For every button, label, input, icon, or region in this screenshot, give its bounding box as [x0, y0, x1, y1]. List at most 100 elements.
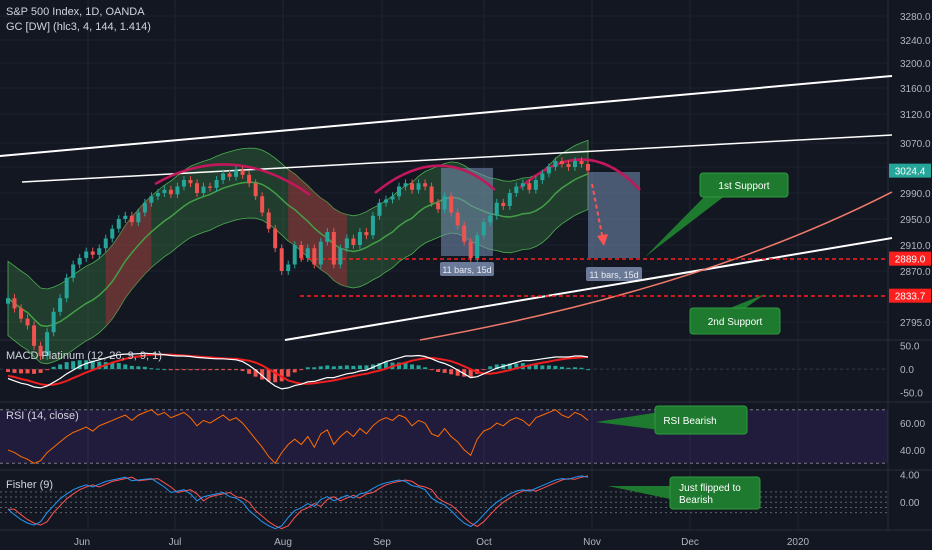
- macd-hist-bar: [383, 362, 388, 370]
- macd-hist-bar: [123, 364, 128, 370]
- macd-tick-label: 50.0: [900, 342, 920, 353]
- candle-body: [188, 180, 193, 184]
- price-tick-label: 3070.0: [900, 139, 931, 150]
- candle-body: [64, 277, 69, 299]
- upper-trendline: [0, 75, 893, 157]
- price-tag-label: 2833.7: [895, 292, 926, 303]
- candle-body: [468, 241, 473, 258]
- fisher-callout-label: Just flipped to: [679, 483, 741, 494]
- macd-hist-bar: [416, 365, 421, 370]
- macd-hist-bar: [377, 363, 382, 370]
- support-callout-box: [689, 307, 781, 335]
- rsi-tick-label: 60.00: [900, 419, 925, 430]
- candle-body: [312, 248, 317, 265]
- macd-hist-bar: [514, 363, 519, 370]
- fisher-tick-label: 4.00: [900, 470, 920, 481]
- macd-hist-bar: [32, 369, 37, 374]
- bars-label-bg: [440, 262, 494, 276]
- candle-body: [299, 245, 304, 258]
- candle-body: [553, 161, 558, 167]
- curved-support-line: [419, 191, 893, 341]
- macd-hist-bar: [279, 369, 284, 382]
- macd-hist-bar: [19, 369, 24, 374]
- macd-hist-bar: [51, 366, 56, 370]
- candle-body: [325, 232, 330, 242]
- macd-hist-bar: [299, 369, 304, 371]
- candle-body: [58, 298, 63, 312]
- projection-arrow: [591, 183, 604, 241]
- price-tick-label: 3160.0: [900, 84, 931, 95]
- macd-hist-bar: [273, 369, 278, 383]
- macd-hist-bar: [318, 366, 323, 370]
- candle-body: [507, 193, 512, 206]
- candle-body: [527, 183, 532, 190]
- lower-trendline: [284, 237, 893, 341]
- candle-body: [520, 183, 525, 187]
- macd-hist-bar: [507, 363, 512, 370]
- candle-body: [129, 215, 134, 223]
- candle-body: [423, 183, 428, 187]
- macd-hist-bar: [136, 366, 141, 370]
- macd-hist-bar: [97, 361, 102, 370]
- macd-hist-bar: [468, 369, 473, 378]
- support-callout-box: [699, 172, 789, 198]
- time-axis-label: Oct: [476, 537, 492, 548]
- candle-body: [110, 228, 115, 239]
- candle-body: [416, 183, 421, 190]
- fisher-label: Fisher (9): [6, 479, 54, 491]
- rsi-band: [0, 409, 888, 464]
- projection-arrow-head: [597, 234, 608, 246]
- candle-body: [579, 161, 584, 164]
- macd-hist-bar: [201, 369, 206, 371]
- candle-body: [292, 245, 297, 265]
- macd-hist-bar: [442, 369, 447, 373]
- candle-body: [253, 183, 258, 197]
- macd-hist-bar: [266, 369, 271, 382]
- macd-hist-bar: [331, 366, 336, 370]
- candle-body: [181, 180, 186, 187]
- price-tick-label: 3120.0: [900, 110, 931, 121]
- fisher-callout-label: Bearish: [679, 495, 713, 506]
- macd-hist-bar: [286, 369, 291, 377]
- candle-body: [45, 332, 50, 356]
- macd-hist-bar: [247, 369, 252, 374]
- candle-body: [279, 248, 284, 271]
- price-tick-label: 3240.0: [900, 36, 931, 47]
- macd-hist-bar: [312, 367, 317, 370]
- macd-hist-bar: [64, 362, 69, 370]
- candle-body: [201, 186, 206, 193]
- macd-hist-bar: [25, 369, 30, 374]
- candle-body: [488, 215, 493, 223]
- candle-body: [546, 167, 551, 174]
- candle-body: [540, 173, 545, 180]
- candle-body: [462, 225, 467, 242]
- price-tag-label: 3024.4: [895, 167, 926, 178]
- macd-hist-bar: [351, 365, 356, 370]
- candle-body: [442, 196, 447, 210]
- time-axis-label: 2020: [787, 537, 810, 548]
- bars-label: 11 bars, 15d: [442, 265, 491, 275]
- candle-body: [410, 183, 415, 190]
- macd-hist-bar: [429, 369, 434, 371]
- candle-body: [449, 196, 454, 213]
- macd-hist-bar: [12, 369, 17, 373]
- shoulder-arc: [154, 163, 311, 197]
- candle-body: [247, 174, 252, 184]
- candle-body: [494, 202, 499, 216]
- macd-hist-bar: [90, 360, 95, 370]
- macd-hist-bar: [579, 367, 584, 370]
- macd-hist-bar: [58, 364, 63, 370]
- candle-body: [273, 228, 278, 249]
- candle-body: [116, 219, 121, 229]
- candle-body: [586, 164, 590, 171]
- macd-hist-bar: [566, 367, 571, 370]
- macd-hist-bar: [227, 369, 232, 371]
- price-tick-label: 2950.0: [900, 215, 931, 226]
- price-tag-label: 2889.0: [895, 255, 926, 266]
- candle-body: [266, 212, 271, 229]
- macd-hist-bar: [364, 365, 369, 370]
- macd-hist-bar: [162, 369, 167, 371]
- macd-hist-bar: [260, 369, 265, 380]
- candle-body: [344, 238, 349, 249]
